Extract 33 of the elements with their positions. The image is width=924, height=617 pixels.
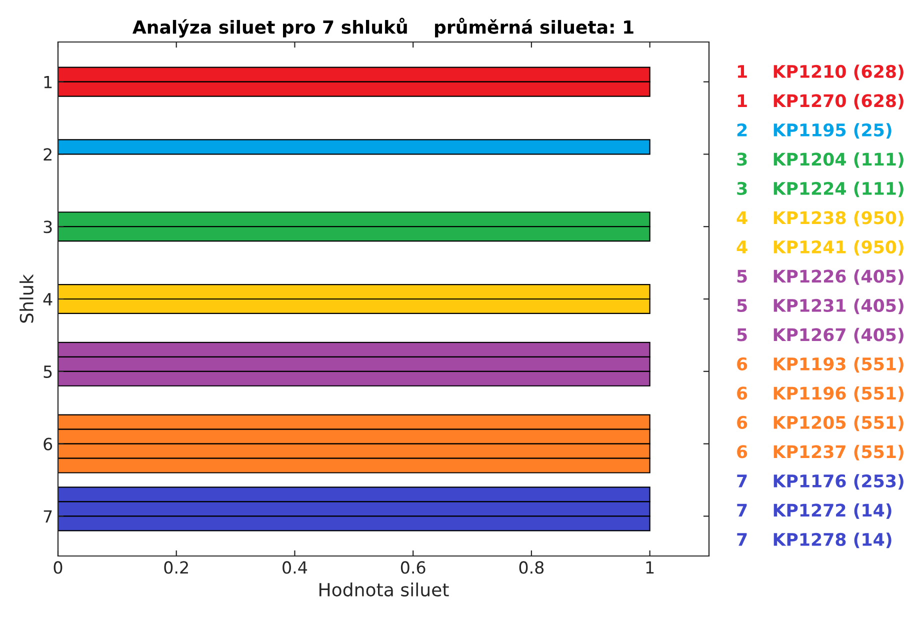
- x-tick-label: 0.8: [519, 561, 544, 574]
- text: 7 KP1278 (14): [737, 532, 892, 548]
- y-tick-label: 7: [44, 510, 52, 523]
- text: 5 KP1231 (405): [737, 298, 904, 314]
- text: 5 KP1226 (405): [737, 269, 904, 285]
- x-tick-label: 0.4: [282, 561, 308, 574]
- x-tick-label: 0.2: [164, 561, 188, 574]
- text: 4 KP1238 (950): [736, 210, 904, 226]
- x-axis-title: Hodnota siluet: [320, 582, 449, 597]
- text: 6 KP1205 (551): [737, 416, 904, 432]
- text: 7 KP1272 (14): [737, 503, 892, 519]
- x-tick-label: 0: [54, 561, 62, 574]
- text: 3 KP1204 (111): [737, 152, 904, 168]
- text: 1 KP1210 (628): [738, 64, 904, 80]
- text: 5 KP1267 (405): [737, 328, 904, 344]
- text: 6 KP1196 (551): [737, 386, 904, 402]
- x-tick-label: 0.6: [400, 561, 426, 574]
- text: 7 KP1176 (253): [737, 474, 904, 490]
- y-axis-title: Shluk: [20, 274, 34, 323]
- x-tick-label: 1: [646, 561, 654, 574]
- text: 6 KP1237 (551): [737, 444, 904, 460]
- y-tick-label: 3: [44, 220, 52, 234]
- y-tick-label: 2: [44, 148, 52, 161]
- chart-title: Analýza siluet pro 7 shluků průměrná silueta: 1: [132, 18, 634, 38]
- text: 3 KP1224 (111): [737, 182, 904, 198]
- text: 6 KP1193 (551): [737, 357, 904, 373]
- text: 1 KP1270 (628): [738, 94, 904, 110]
- y-tick-label: 5: [44, 366, 52, 378]
- y-tick-label: 4: [43, 293, 52, 306]
- y-tick-label: 1: [44, 76, 52, 88]
- text: 4 KP1241 (950): [736, 240, 904, 256]
- y-tick-label: 6: [44, 438, 52, 450]
- text: 2 KP1195 (25): [737, 123, 892, 139]
